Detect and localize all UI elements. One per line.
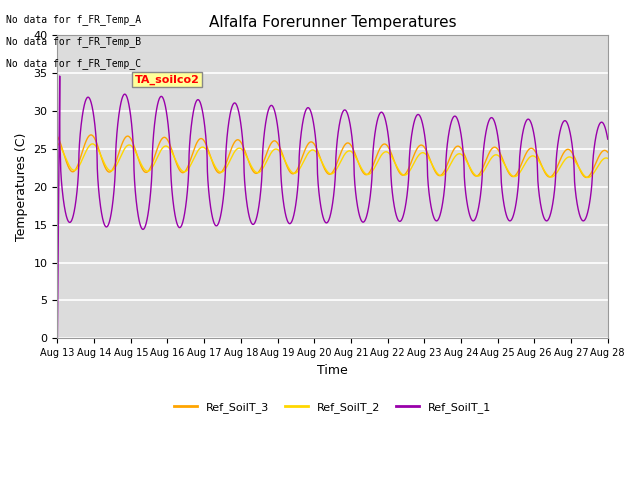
Ref_SoilT_3 [582,175,590,180]
X-axis label: Time: Time [317,363,348,376]
Text: TA_soilco2: TA_soilco2 [134,74,199,84]
Ref_SoilT_2 [396,168,404,174]
Ref_SoilT_3 [172,158,179,164]
Line: Ref_SoilT_1: Ref_SoilT_1 [58,76,608,338]
Text: No data for f_FR_Temp_C: No data for f_FR_Temp_C [6,58,141,69]
Ref_SoilT_1 [387,154,394,160]
Text: No data for f_FR_Temp_B: No data for f_FR_Temp_B [6,36,141,47]
Ref_SoilT_3 [387,148,394,154]
Ref_SoilT_2 [172,156,179,162]
Line: Ref_SoilT_2: Ref_SoilT_2 [58,144,608,178]
Ref_SoilT_1 [396,218,404,224]
Text: No data for f_FR_Temp_A: No data for f_FR_Temp_A [6,14,141,25]
Ref_SoilT_2 [207,155,215,161]
Ref_SoilT_2 [584,175,592,180]
Ref_SoilT_1 [604,134,611,140]
Ref_SoilT_2 [54,141,61,146]
Ref_SoilT_1 [172,215,179,220]
Ref_SoilT_1 [54,336,61,341]
Ref_SoilT_3 [396,170,404,176]
Ref_SoilT_1 [207,208,215,214]
Ref_SoilT_2 [387,152,394,157]
Ref_SoilT_2 [604,156,611,161]
Ref_SoilT_1 [604,136,612,142]
Ref_SoilT_1 [552,174,559,180]
Ref_SoilT_3 [207,156,215,162]
Y-axis label: Temperatures (C): Temperatures (C) [15,132,28,241]
Ref_SoilT_1 [56,73,63,79]
Ref_SoilT_3 [604,149,611,155]
Ref_SoilT_3 [87,132,95,138]
Legend: Ref_SoilT_3, Ref_SoilT_2, Ref_SoilT_1: Ref_SoilT_3, Ref_SoilT_2, Ref_SoilT_1 [170,398,495,418]
Ref_SoilT_3 [604,149,612,155]
Ref_SoilT_3 [552,168,559,173]
Ref_SoilT_2 [552,171,559,177]
Title: Alfalfa Forerunner Temperatures: Alfalfa Forerunner Temperatures [209,15,456,30]
Line: Ref_SoilT_3: Ref_SoilT_3 [58,135,608,178]
Ref_SoilT_2 [604,156,612,161]
Ref_SoilT_3 [54,133,61,139]
